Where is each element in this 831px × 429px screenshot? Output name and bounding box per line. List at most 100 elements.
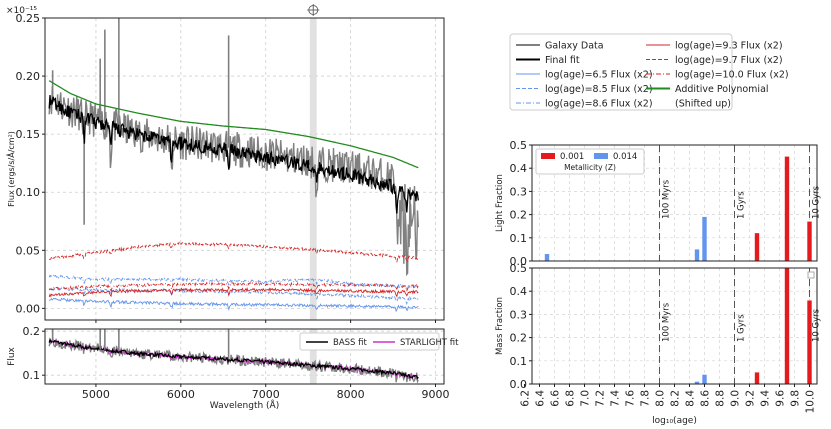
y-tick-label: 0.3	[510, 185, 528, 198]
axes-frame	[531, 144, 818, 262]
legend-label: Galaxy Data	[545, 41, 604, 52]
legend-label: Additive Polynomial	[675, 84, 769, 95]
y-axis-label: Flux	[7, 346, 17, 365]
axes-frame	[44, 328, 445, 385]
series-line-7	[48, 281, 419, 292]
legend-frame	[299, 332, 440, 351]
x-tick-label: 8.6	[700, 390, 712, 407]
bar-0.001-9.7	[784, 268, 790, 384]
spectrum-legend: Galaxy Data Final fit log(age)=6.5 Flux (x…	[509, 33, 789, 111]
x-tick-label: 7.6	[625, 390, 637, 407]
y-axis-label: Mass Fraction	[495, 297, 505, 355]
bar-0.014-8.6	[702, 374, 707, 384]
y-tick-label: 0.4	[510, 162, 528, 175]
y-tick-label: 0.5	[510, 262, 528, 275]
y-tick-label: 0.1	[23, 369, 41, 382]
y-tick-label: 0.20	[16, 70, 41, 83]
axes-frame	[44, 17, 445, 321]
exponent-label: ×10⁻¹⁵	[6, 6, 37, 16]
legend-label: BASS fit	[333, 338, 367, 348]
age-marker-label: 1 Gyrs	[737, 314, 747, 342]
x-tick-label: 7.2	[595, 390, 607, 407]
y-tick-label: 0.0	[510, 378, 528, 391]
x-tick-label: 9.4	[760, 390, 772, 407]
x-tick-label: 6.4	[535, 390, 547, 407]
bar-0.001-10	[807, 300, 812, 384]
y-axis-label: Flux (ergs/s/Å/cm²)	[5, 131, 16, 207]
x-tick-label: 6000	[167, 388, 195, 401]
series-line-1	[48, 94, 419, 214]
y-tick-label: 0.00	[16, 302, 41, 315]
y-tick-label: 0.2	[510, 209, 528, 222]
masked-band	[309, 329, 317, 384]
x-tick-label: 8.0	[655, 390, 667, 407]
legend-title: Metallicity (Z)	[564, 163, 616, 172]
series-line-6	[48, 241, 419, 263]
comparison-line-2	[48, 337, 419, 380]
y-tick-label: 0.5	[510, 139, 528, 152]
x-tick-label: 6.2	[520, 390, 532, 407]
x-tick-label: 9000	[422, 388, 450, 401]
legend-label: log(age)=10.0 Flux (x2)	[675, 70, 789, 81]
x-tick-label: 10.0	[805, 390, 817, 413]
bar-0.001-9.3	[754, 233, 760, 261]
legend-label: STARLIGHT fit	[400, 338, 459, 348]
y-tick-label: 0.0	[510, 255, 528, 268]
x-tick-label: 7.0	[580, 390, 592, 407]
y-tick-label: 0.1	[510, 232, 528, 245]
x-tick-label: 9.8	[790, 390, 802, 407]
series-line-4	[48, 274, 419, 292]
bar-0.001-9.7	[784, 156, 790, 261]
light-fraction-panel: 100 Myrs 1 Gyrs 10 Gyrs0.00.10.20.30.40.5L…	[495, 139, 822, 268]
x-tick-label: 9.0	[730, 390, 742, 407]
y-tick-label: 0.2	[510, 332, 528, 345]
x-tick-label: 7.8	[640, 390, 652, 407]
legend-label: log(age)=8.5 Flux (x2)	[545, 84, 653, 95]
bar-0.001-10	[807, 221, 812, 261]
legend-swatch	[541, 153, 555, 159]
legend-label: log(age)=8.6 Flux (x2)	[545, 99, 653, 110]
x-axis-label: log₁₀(age)	[652, 416, 697, 426]
x-tick-label: 9.2	[745, 390, 757, 407]
series-line-2	[48, 297, 419, 313]
y-tick-label: 0.15	[16, 128, 41, 141]
x-tick-label: 7.4	[610, 390, 622, 407]
comparison-legend: BASS fit STARLIGHT fit	[299, 332, 459, 351]
spectrum-panel: 0.00 0.05 0.10 0.15 0.20 0.25×10⁻¹⁵ Flux (ergs…	[5, 4, 445, 323]
legend-label: log(age)=9.3 Flux (x2)	[675, 41, 783, 52]
x-tick-label: 8000	[337, 388, 365, 401]
bar-0.014-8.6	[702, 216, 707, 261]
series-line-5	[48, 287, 419, 298]
x-tick-label: 6.8	[565, 390, 577, 407]
x-tick-label: 9.6	[775, 390, 787, 407]
y-axis-label: Light Fraction	[495, 174, 505, 232]
x-tick-label: 8.4	[685, 390, 697, 407]
x-axis-label: Wavelength (Å)	[210, 399, 279, 411]
y-tick-label: 0.4	[510, 285, 528, 298]
y-tick-label: 0.1	[510, 355, 528, 368]
comparison-panel: 0.1 0.2 5000 6000 7000 8000 9000 Wavelength (Å)…	[7, 325, 459, 411]
y-tick-label: 0.3	[510, 308, 528, 321]
x-tick-label: 8.8	[715, 390, 727, 407]
age-marker-label: 100 Myrs	[662, 302, 672, 342]
legend-label: Final fit	[545, 55, 580, 66]
y-tick-label: 0.05	[16, 244, 41, 257]
bar-0.014-8.5	[694, 249, 700, 261]
legend-swatch	[594, 153, 608, 159]
legend-frame	[535, 148, 645, 175]
y-tick-label: 0.2	[23, 325, 41, 338]
legend-label: 0.001	[560, 152, 584, 162]
mass-legend-stub	[807, 271, 815, 279]
bar-0.001-9.3	[754, 372, 760, 384]
bar-0.014-6.5	[544, 254, 550, 261]
crosshair-icon	[307, 4, 320, 16]
series-line-8	[48, 80, 419, 169]
bar-0.014-8.5	[694, 381, 700, 384]
age-marker-label: 1 Gyrs	[737, 191, 747, 219]
legend-label: (Shifted up)	[675, 99, 731, 110]
y-tick-label: 0.25	[16, 12, 41, 25]
y-tick-label: 0.10	[16, 186, 41, 199]
legend-label: log(age)=6.5 Flux (x2)	[545, 70, 653, 81]
